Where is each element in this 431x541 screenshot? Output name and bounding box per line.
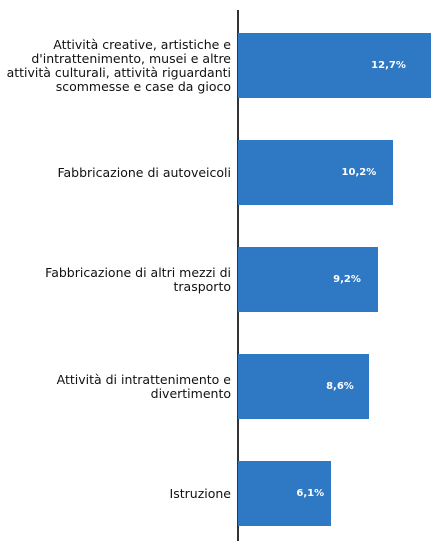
axis-line: [237, 10, 239, 541]
value-label: 12,7%: [371, 60, 406, 71]
category-label: Attività di intrattenimento e divertimen…: [56, 371, 231, 401]
bar: [238, 33, 431, 98]
category-label: Istruzione: [169, 485, 231, 501]
category-label: Fabbricazione di autoveicoli: [57, 164, 231, 180]
category-label: Fabbricazione di altri mezzi di trasport…: [45, 264, 231, 294]
bar: [238, 140, 393, 205]
bar: [238, 247, 378, 312]
value-label: 8,6%: [326, 381, 354, 392]
bar: [238, 354, 369, 419]
value-label: 9,2%: [333, 274, 361, 285]
bar: [238, 461, 331, 526]
category-label: Attività creative, artistiche e d'intrat…: [6, 36, 231, 94]
value-label: 6,1%: [296, 488, 325, 499]
value-label: 10,2%: [341, 167, 377, 178]
